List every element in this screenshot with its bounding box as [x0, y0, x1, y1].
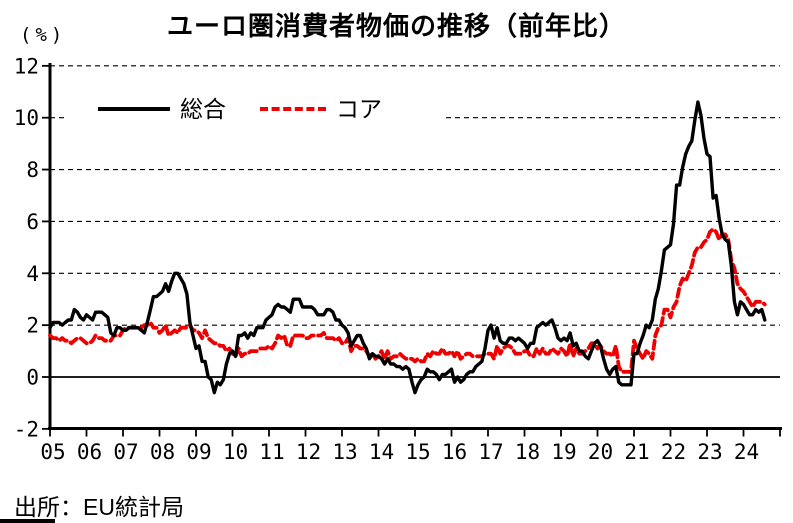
- series-line-headline: [48, 100, 767, 395]
- x-tick-label: 22: [661, 440, 686, 464]
- x-tick-label: 15: [405, 440, 430, 464]
- legend-item-headline: 総合: [98, 92, 226, 126]
- x-tick-label: 18: [515, 440, 540, 464]
- x-tick-label: 20: [588, 440, 613, 464]
- x-tick-label: 08: [150, 440, 175, 464]
- y-tick-label: 6: [26, 210, 39, 234]
- x-tick-label: 14: [369, 440, 394, 464]
- x-tick-label: 21: [624, 440, 649, 464]
- x-tick-label: 19: [551, 440, 576, 464]
- x-tick-label: 17: [478, 440, 503, 464]
- legend-item-core: コア: [260, 92, 382, 126]
- y-tick-label: 2: [26, 314, 39, 338]
- x-tick-label: 24: [734, 440, 759, 464]
- corner-strip: [0, 519, 55, 523]
- x-tick-label: 11: [259, 440, 284, 464]
- source-note: 出所：EU統計局: [14, 494, 184, 520]
- x-tick-label: 16: [442, 440, 467, 464]
- y-tick-label: 12: [14, 54, 39, 78]
- y-tick-label: 0: [26, 366, 39, 390]
- x-tick-label: 06: [77, 440, 102, 464]
- y-tick-label: 8: [26, 158, 39, 182]
- y-tick-label: 4: [26, 262, 39, 286]
- x-tick-label: 05: [40, 440, 65, 464]
- solid-line-swatch: [98, 107, 170, 111]
- x-tick-label: 07: [113, 440, 138, 464]
- x-tick-label: 12: [296, 440, 321, 464]
- x-tick-label: 23: [697, 440, 722, 464]
- y-tick-label: 10: [14, 106, 39, 130]
- x-tick-label: 09: [186, 440, 211, 464]
- y-axis-unit-label: (%): [20, 24, 67, 46]
- chart-title: ユーロ圏消費者物価の推移（前年比）: [166, 11, 626, 41]
- series-line-core: [48, 227, 767, 374]
- x-tick-label: 10: [223, 440, 248, 464]
- y-tick-label: -2: [14, 417, 39, 441]
- legend: 総合 コア: [68, 92, 442, 126]
- legend-label-core: コア: [336, 96, 382, 122]
- legend-label-headline: 総合: [180, 96, 226, 122]
- dashed-line-swatch: [260, 107, 326, 111]
- x-tick-label: 13: [332, 440, 357, 464]
